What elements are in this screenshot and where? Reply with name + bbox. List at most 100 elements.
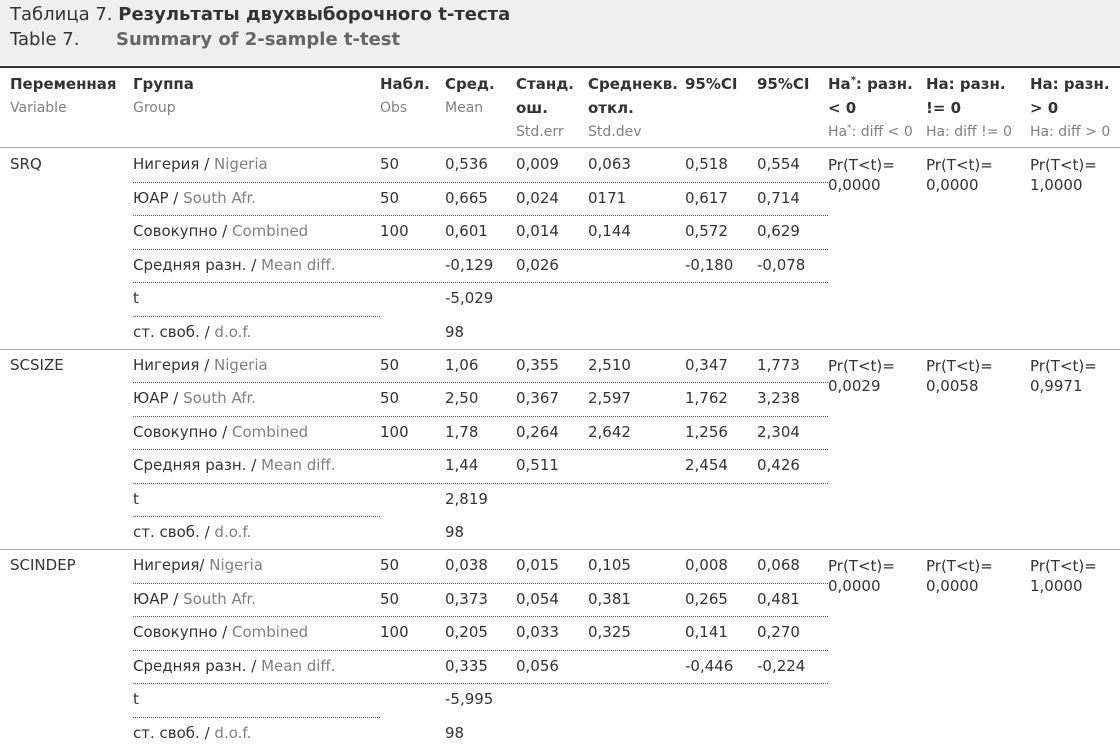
group-en: Nigeria	[209, 556, 263, 574]
header-en: Ha*: diff < 0	[828, 120, 926, 144]
header-en: Group	[133, 96, 380, 120]
header-ru: 95%CI	[685, 72, 757, 96]
p-value-number: 1,0000	[1030, 577, 1083, 595]
header-en: Variable	[10, 96, 133, 120]
group-en: d.o.f.	[214, 523, 252, 541]
group-ru: Средняя разн. /	[133, 456, 257, 474]
p-value: Pr(T<t)= 0,0000	[828, 556, 895, 596]
header-ru-text: Ha	[828, 75, 851, 93]
group-en: Mean diff.	[261, 656, 336, 675]
cell-mean: 98	[445, 523, 465, 541]
cell-mean: 0,335	[445, 656, 488, 675]
p-value-number: 0,0000	[828, 577, 881, 595]
row-divider	[133, 649, 828, 651]
header-ru: Переменная	[10, 72, 133, 96]
row-divider	[133, 582, 828, 584]
cell-std-err: 0,009	[516, 155, 559, 173]
cell-mean: 2,819	[445, 489, 488, 508]
cell-std-dev: 0171	[588, 188, 627, 207]
header-en: Ha: diff > 0	[1030, 120, 1118, 144]
group-label: t	[133, 690, 139, 708]
group-en: South Afr.	[183, 389, 257, 407]
p-value-label: Pr(T<t)=	[926, 356, 993, 375]
header-en-text: Mean	[445, 100, 484, 116]
group-en: Combined	[232, 422, 309, 441]
cell-std-dev: 0,105	[588, 556, 631, 574]
header-ru: Группа	[133, 72, 380, 96]
cell-ci-high: -0,078	[757, 255, 806, 274]
group-label: Нигерия / Nigeria	[133, 155, 268, 173]
cell-obs: 50	[380, 389, 400, 407]
header-ru-cont: : разн. < 0	[828, 75, 913, 117]
cell-ci-high: 0,554	[757, 155, 800, 173]
cell-ci-low: 0,347	[685, 355, 728, 374]
header-ru: Ha: разн. != 0	[926, 72, 1030, 120]
header-ru-text: Станд. ош.	[516, 75, 575, 117]
p-value-label: Pr(T<t)=	[1030, 557, 1097, 575]
header-en-text: Ha	[828, 124, 848, 140]
cell-obs: 50	[380, 589, 400, 608]
group-label: ЮАР / South Afr.	[133, 389, 256, 407]
p-value-number: 0,0058	[926, 376, 979, 395]
header-cell: 95%CI	[685, 72, 757, 96]
title-en-label: Table 7.	[10, 29, 80, 50]
cell-mean: 1,44	[445, 456, 479, 474]
cell-std-dev: 0,063	[588, 155, 631, 173]
row-divider	[133, 282, 828, 283]
header-en: Std.dev	[588, 120, 685, 144]
cell-std-err: 0,024	[516, 188, 559, 207]
cell-ci-high: 2,304	[757, 422, 800, 441]
header-ru: 95%CI	[757, 72, 828, 96]
cell-mean: 0,373	[445, 589, 488, 608]
group-label: Средняя разн. / Mean diff.	[133, 256, 336, 274]
cell-std-dev: 0,325	[588, 623, 631, 641]
header-ru-text: Переменная	[10, 75, 117, 93]
cell-ci-low: 0,518	[685, 155, 728, 173]
cell-ci-high: 0,481	[757, 589, 800, 608]
p-value: Pr(T<t)= 1,0000	[1030, 155, 1097, 195]
cell-mean: -0,129	[445, 255, 494, 274]
cell-ci-low: 0,265	[685, 589, 728, 608]
title-ru-text: Результаты двухвыборочного t-теста	[118, 4, 511, 25]
p-value: Pr(T<t)= 1,0000	[1030, 556, 1097, 596]
header-en: Obs	[380, 96, 445, 120]
header-en-text: Obs	[380, 100, 408, 116]
cell-obs: 100	[380, 623, 409, 641]
p-value-label: Pr(T<t)=	[926, 557, 993, 575]
cell-std-err: 0,511	[516, 456, 559, 474]
p-value-number: 0,0000	[926, 176, 979, 194]
cell-mean: 1,06	[445, 355, 479, 374]
row-divider	[133, 616, 828, 617]
group-ru: Совокупно /	[133, 422, 228, 441]
cell-mean: -5,029	[445, 289, 494, 307]
header-ru-text: Сред.	[445, 75, 495, 93]
variable: SRQ	[10, 155, 42, 173]
p-value-label: Pr(T<t)=	[828, 356, 895, 375]
group-ru: ст. своб. /	[133, 523, 210, 541]
group-en: d.o.f.	[214, 322, 252, 341]
group-ru: ст. своб. /	[133, 322, 210, 341]
cell-obs: 100	[380, 422, 409, 441]
header-cell: Переменная Variable	[10, 72, 133, 120]
group-ru: Нигерия /	[133, 155, 210, 173]
row-divider	[133, 415, 828, 417]
header-en-sup: *	[847, 123, 852, 134]
row-divider	[133, 683, 828, 684]
group-ru: ЮАР /	[133, 389, 179, 407]
group-ru: ЮАР /	[133, 188, 179, 207]
header-ru-text: Набл.	[380, 75, 430, 93]
group-label: ст. своб. / d.o.f.	[133, 523, 251, 541]
p-value-number: 0,0000	[926, 577, 979, 595]
group-label: Совокупно / Combined	[133, 423, 308, 441]
header-ru-text: Ha: разн. != 0	[926, 75, 1006, 117]
p-value: Pr(T<t)= 0,0000	[926, 155, 993, 195]
cell-obs: 50	[380, 355, 400, 374]
cell-mean: 0,665	[445, 188, 488, 207]
header-rule	[0, 66, 1120, 68]
p-value-label: Pr(T<t)=	[828, 557, 895, 575]
group-label: ст. своб. / d.o.f.	[133, 724, 251, 742]
header-bottom-rule	[0, 147, 1120, 148]
group-ru: ЮАР /	[133, 589, 179, 608]
cell-std-dev: 2,642	[588, 422, 631, 441]
